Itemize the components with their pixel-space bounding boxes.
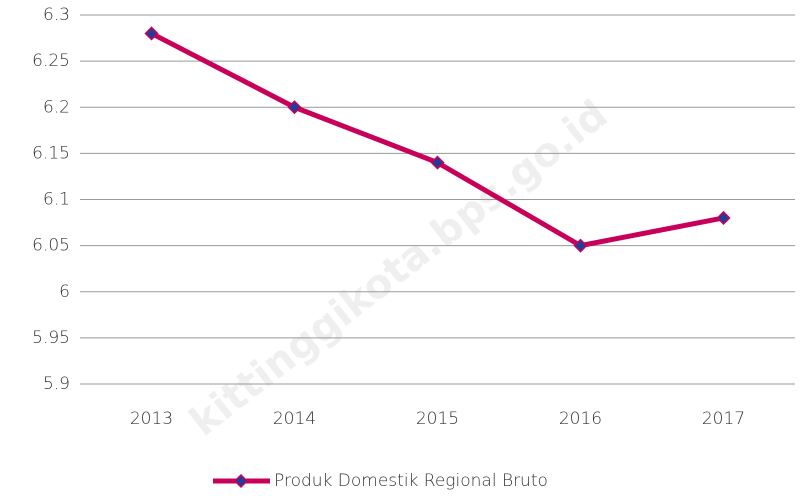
watermark: kittinggikota.bps.go.id [181, 91, 616, 445]
y-tick-label: 6.05 [32, 236, 70, 256]
x-tick-label: 2015 [416, 409, 459, 429]
y-tick-label: 5.9 [43, 374, 70, 394]
x-tick-label: 2014 [273, 409, 316, 429]
marker [573, 238, 588, 253]
marker [716, 210, 731, 226]
y-tick-label: 6.1 [43, 190, 70, 210]
y-tick-label: 6.25 [32, 51, 70, 71]
y-tick-label: 5.95 [32, 328, 70, 348]
legend-label: Produk Domestik Regional Bruto [274, 471, 548, 491]
x-tick-label: 2016 [559, 409, 602, 429]
x-tick-label: 2017 [702, 409, 745, 429]
marker [430, 155, 445, 170]
marker [144, 26, 159, 41]
legend-marker [233, 473, 249, 489]
x-tick-label: 2013 [130, 409, 173, 429]
y-tick-label: 6.15 [32, 143, 70, 163]
y-tick-label: 6.3 [43, 5, 70, 25]
marker [287, 100, 302, 115]
y-tick-label: 6 [59, 282, 70, 302]
y-tick-label: 6.2 [43, 97, 70, 117]
